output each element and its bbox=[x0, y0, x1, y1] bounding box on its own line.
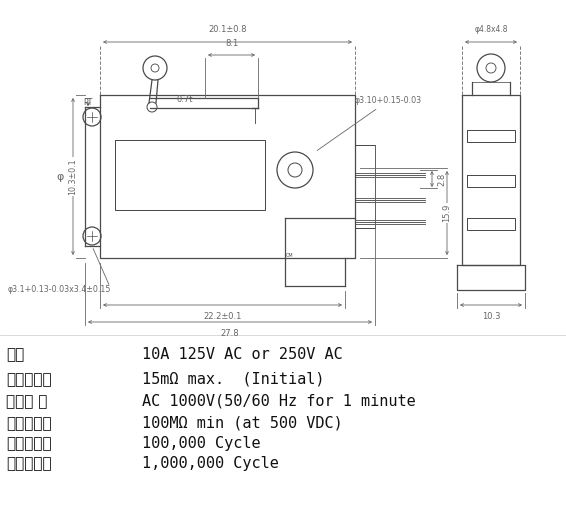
Text: φ: φ bbox=[56, 172, 64, 181]
Text: 27.8: 27.8 bbox=[221, 329, 239, 338]
Text: 2.8: 2.8 bbox=[438, 172, 447, 186]
Text: 0.7t: 0.7t bbox=[177, 96, 193, 104]
Text: 絕縣電阻：: 絕縣電阻： bbox=[6, 416, 52, 431]
Text: 22.2±0.1: 22.2±0.1 bbox=[203, 312, 242, 321]
Text: PT: PT bbox=[83, 98, 93, 107]
Text: 20.1±0.8: 20.1±0.8 bbox=[208, 25, 247, 34]
Text: CM: CM bbox=[286, 253, 294, 258]
Text: 15mΩ max.  (Initial): 15mΩ max. (Initial) bbox=[142, 372, 324, 387]
Text: 15.9: 15.9 bbox=[443, 204, 452, 222]
Text: 接觸電阻：: 接觸電阻： bbox=[6, 372, 52, 387]
Text: 100MΩ min (at 500 VDC): 100MΩ min (at 500 VDC) bbox=[142, 416, 343, 431]
Text: 電氣壽命：: 電氣壽命： bbox=[6, 436, 52, 451]
Text: 機械壽命：: 機械壽命： bbox=[6, 456, 52, 471]
Text: φ3.10+0.15-0.03: φ3.10+0.15-0.03 bbox=[318, 96, 422, 151]
Text: 10A 125V AC or 250V AC: 10A 125V AC or 250V AC bbox=[142, 347, 343, 362]
Text: 100,000 Cycle: 100,000 Cycle bbox=[142, 436, 260, 451]
Text: 率：: 率： bbox=[6, 347, 24, 362]
Text: φ4.8x4.8: φ4.8x4.8 bbox=[474, 25, 508, 34]
Text: 8.1: 8.1 bbox=[225, 39, 238, 48]
Text: 1,000,000 Cycle: 1,000,000 Cycle bbox=[142, 456, 279, 471]
Text: AC 1000V(50/60 Hz for 1 minute: AC 1000V(50/60 Hz for 1 minute bbox=[142, 394, 416, 409]
Text: 10.3±0.1: 10.3±0.1 bbox=[68, 158, 78, 195]
Text: 耐電壓 ：: 耐電壓 ： bbox=[6, 394, 48, 409]
Text: 10.3: 10.3 bbox=[482, 312, 500, 321]
Text: φ3.1+0.13-0.03x3.4±0.15: φ3.1+0.13-0.03x3.4±0.15 bbox=[8, 285, 112, 295]
